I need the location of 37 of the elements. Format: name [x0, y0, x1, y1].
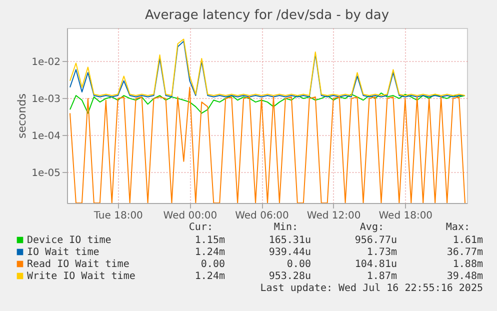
- legend-label: Device IO time: [27, 235, 112, 246]
- x-tick-label: Wed 18:00: [378, 210, 433, 222]
- text: 939.44u: [268, 247, 311, 258]
- text: Last update: Wed Jul 16 22:55:16 2025: [260, 283, 483, 294]
- text: 953.28u: [268, 271, 311, 282]
- y-tick-label: 1e-05: [32, 168, 60, 179]
- text: 1.73m: [366, 247, 397, 258]
- legend-label: Write IO Wait time: [27, 271, 136, 282]
- legend-label: IO Wait time: [27, 247, 100, 258]
- x-tick-label: Tue 18:00: [92, 210, 143, 222]
- text: 0.00: [200, 259, 225, 270]
- text: 36.77m: [446, 247, 483, 258]
- x-tick-label: Wed 06:00: [235, 210, 289, 222]
- chart-title: Average latency for /dev/sda - by day: [144, 8, 390, 23]
- legend-label: Read IO Wait time: [27, 259, 130, 270]
- text: Max:: [446, 222, 470, 233]
- text: 1.88m: [452, 259, 483, 270]
- y-tick-label: 1e-02: [32, 56, 60, 68]
- text: 956.77u: [354, 235, 397, 246]
- x-tick-label: Wed 12:00: [306, 210, 361, 222]
- x-tick-label: Wed 00:00: [163, 210, 218, 222]
- text: 1.24m: [194, 247, 225, 258]
- y-tick-label: 1e-03: [32, 94, 60, 105]
- text: 39.48m: [446, 271, 483, 282]
- line-series: [69, 92, 466, 114]
- text: 1.87m: [366, 271, 397, 282]
- text: Cur:: [188, 222, 213, 233]
- text: 1.15m: [194, 235, 225, 246]
- text: 1.24m: [194, 271, 225, 282]
- text: 165.31u: [268, 235, 311, 246]
- text: Min:: [274, 222, 298, 233]
- text: 1.61m: [452, 235, 483, 246]
- text: 104.81u: [354, 259, 397, 270]
- y-axis-title: seconds: [16, 93, 29, 138]
- text: Avg:: [360, 222, 384, 233]
- y-tick-label: 1e-04: [32, 130, 60, 142]
- text: 0.00: [286, 259, 311, 270]
